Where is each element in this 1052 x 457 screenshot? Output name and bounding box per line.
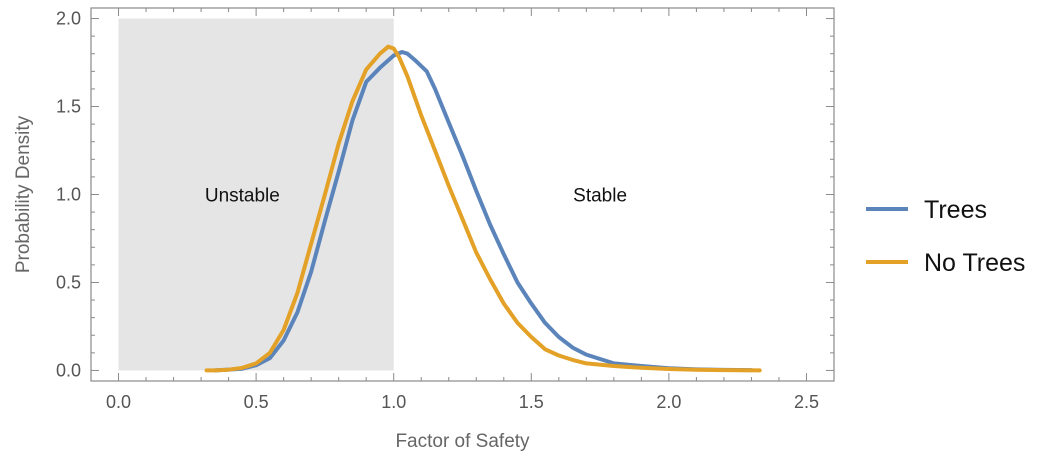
region-label-unstable: Unstable <box>205 186 280 207</box>
y-tick-label: 1.0 <box>56 185 81 205</box>
y-tick-label: 1.5 <box>56 97 81 117</box>
region-label-stable: Stable <box>573 186 627 207</box>
legend: Trees No Trees <box>866 196 1025 277</box>
x-tick-label: 0.5 <box>244 392 269 412</box>
y-axis-title: Probability Density <box>13 115 34 273</box>
series-line-trees <box>212 50 754 373</box>
x-tick-label: 2.0 <box>656 392 681 412</box>
axis-tick-labels: 0.0 0.5 1.0 1.5 2.0 2.5 0.0 0.5 1.0 1.5 2.0 <box>56 9 819 412</box>
x-tick-label: 1.0 <box>381 392 406 412</box>
x-tick-label: 0.0 <box>106 392 131 412</box>
legend-label-no-trees: No Trees <box>924 249 1025 277</box>
x-axis-title: Factor of Safety <box>395 431 530 452</box>
axis-ticks <box>91 8 834 381</box>
series-line-no-trees <box>204 44 762 373</box>
y-tick-label: 0.5 <box>56 272 81 292</box>
x-tick-label: 2.5 <box>794 392 819 412</box>
region-annotations: Unstable Stable <box>205 186 627 207</box>
y-tick-label: 0.0 <box>56 360 81 380</box>
plot-area <box>118 18 762 373</box>
y-tick-label: 2.0 <box>56 9 81 29</box>
legend-label-trees: Trees <box>924 196 987 224</box>
x-tick-label: 1.5 <box>519 392 544 412</box>
unstable-region-shading <box>118 18 394 371</box>
